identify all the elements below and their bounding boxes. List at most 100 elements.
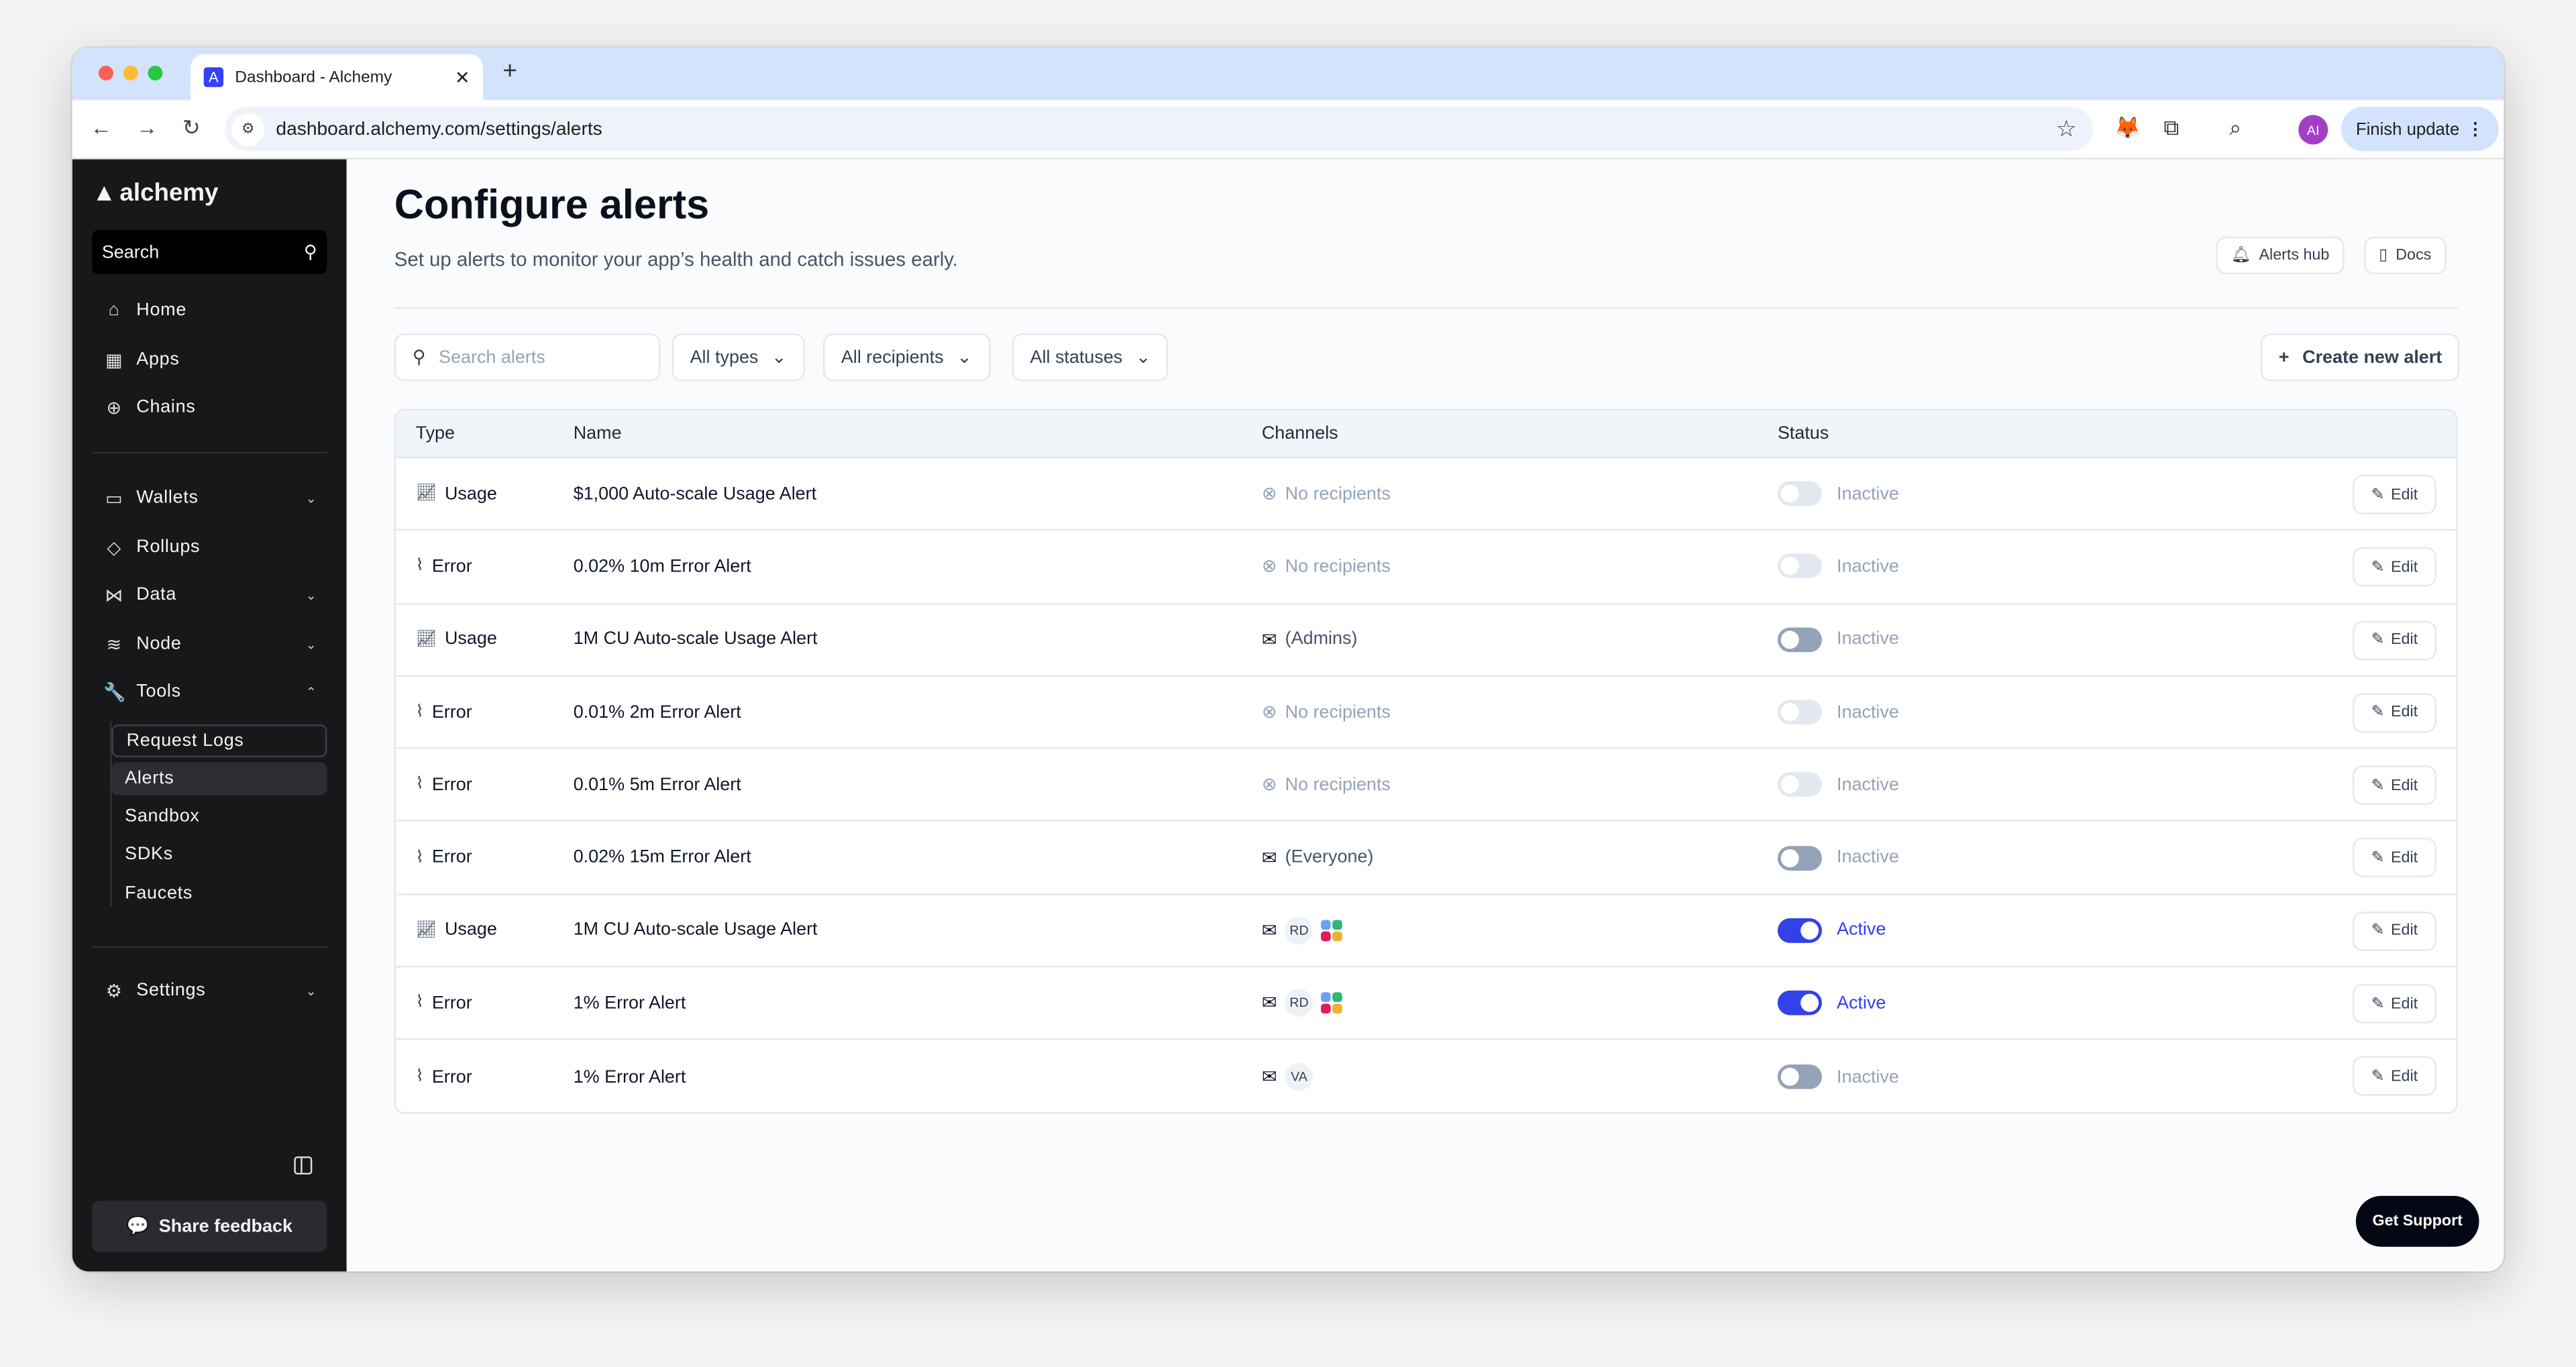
bookmark-star-icon[interactable]: ☆: [2055, 115, 2077, 142]
more-menu-icon[interactable]: ⋮: [2467, 119, 2484, 139]
sidebar-item-wallets[interactable]: ▭ Wallets ⌄: [103, 482, 317, 514]
share-feedback-button[interactable]: 💬 Share feedback: [92, 1201, 327, 1252]
status-text: Inactive: [1836, 847, 1899, 868]
maximize-window-button[interactable]: [148, 65, 163, 81]
sidebar-item-settings[interactable]: ⚙ Settings ⌄: [103, 974, 317, 1007]
sidebar-item-home[interactable]: ⌂ Home: [103, 294, 317, 327]
edit-button[interactable]: ✎ Edit: [2352, 1056, 2436, 1097]
close-tab-icon[interactable]: ✕: [454, 68, 470, 89]
no-recipients-icon: ⊗: [1261, 484, 1277, 505]
finish-update-button[interactable]: Finish update ⋮: [2341, 107, 2499, 152]
collapse-sidebar-icon[interactable]: [294, 1156, 313, 1175]
status-toggle[interactable]: [1777, 554, 1822, 580]
docs-button[interactable]: ▯ Docs: [2364, 236, 2447, 274]
alert-type: Usage: [444, 484, 497, 504]
status-toggle[interactable]: [1777, 700, 1822, 725]
close-window-button[interactable]: [98, 65, 113, 81]
recipients-filter-dropdown[interactable]: All recipients ⌄: [822, 333, 990, 382]
label: SDKs: [125, 844, 173, 865]
channels-cell: ✉ (Admins): [1262, 604, 1358, 675]
table-row: 📈︎ Usage $1,000 Auto-scale Usage Alert ⊗ N…: [396, 458, 2457, 531]
status-toggle[interactable]: [1777, 918, 1822, 943]
channel-text: No recipients: [1285, 484, 1391, 504]
activity-icon: ⌇: [415, 1067, 424, 1086]
edit-button[interactable]: ✎ Edit: [2352, 984, 2436, 1024]
profile-avatar[interactable]: AI: [2298, 115, 2328, 145]
status-toggle[interactable]: [1777, 991, 1822, 1016]
sidebar-item-rollups[interactable]: ◇ Rollups: [103, 531, 317, 563]
status-toggle[interactable]: [1777, 481, 1822, 506]
tab-search-icon[interactable]: ⌕: [2229, 115, 2242, 140]
channels-cell: ⊗ No recipients: [1262, 749, 1391, 820]
extensions-puzzle-icon[interactable]: ⧉: [2163, 115, 2180, 140]
layers-icon: ◇: [107, 538, 121, 558]
status-toggle[interactable]: [1777, 626, 1822, 652]
sidebar-item-node[interactable]: ≋ Node ⌄: [103, 628, 317, 661]
channel-text: (Everyone): [1285, 847, 1374, 868]
status-toggle[interactable]: [1777, 845, 1822, 871]
sidebar-sub-alerts[interactable]: Alerts: [111, 762, 327, 796]
brand-name: alchemy: [119, 178, 219, 207]
sidebar-sub-sandbox[interactable]: Sandbox: [112, 800, 327, 833]
alchemy-logo[interactable]: ▲ alchemy: [92, 179, 218, 207]
sidebar-sub-request-logs[interactable]: Request Logs: [111, 724, 327, 757]
site-settings-icon[interactable]: ⚙: [231, 112, 265, 146]
recipient-avatar: RD: [1285, 916, 1313, 944]
status-toggle[interactable]: [1777, 772, 1822, 798]
new-tab-button[interactable]: +: [502, 57, 517, 86]
sidebar-search[interactable]: Search ⚲: [92, 229, 327, 274]
sidebar-item-tools[interactable]: 🔧 Tools ⌃: [103, 675, 317, 708]
channels-cell: ⊗ No recipients: [1262, 531, 1391, 602]
edit-button[interactable]: ✎ Edit: [2352, 620, 2436, 660]
alerts-hub-button[interactable]: 🔔︎ Alerts hub: [2216, 236, 2345, 274]
sidebar-sub-sdks[interactable]: SDKs: [112, 838, 327, 871]
sidebar-item-chains[interactable]: ⊕ Chains: [103, 391, 317, 424]
label: Alerts hub: [2259, 246, 2330, 265]
sidebar-item-data[interactable]: ⋈ Data ⌄: [103, 578, 317, 611]
sidebar-sub-faucets[interactable]: Faucets: [112, 877, 327, 910]
get-support-button[interactable]: Get Support: [2355, 1195, 2479, 1247]
edit-button[interactable]: ✎ Edit: [2352, 547, 2436, 588]
label: Data: [136, 584, 177, 605]
table-row: ⌇ Error 0.02% 10m Error Alert ⊗ No recipie…: [396, 531, 2457, 604]
mail-icon: ✉: [1261, 921, 1277, 942]
edit-button[interactable]: ✎ Edit: [2352, 765, 2436, 806]
table-row: 📈︎ Usage 1M CU Auto-scale Usage Alert ✉ (A…: [396, 604, 2457, 677]
pencil-icon: ✎: [2371, 704, 2385, 722]
document-icon: ▯: [2379, 246, 2387, 265]
table-row: ⌇ Error 0.01% 5m Error Alert ⊗ No recipien…: [396, 749, 2457, 822]
slack-icon: [1321, 920, 1343, 942]
edit-button[interactable]: ✎ Edit: [2352, 911, 2436, 951]
label: All types: [690, 347, 759, 368]
alert-name: 0.01% 5m Error Alert: [573, 775, 741, 795]
reload-icon[interactable]: ↻: [182, 115, 201, 140]
submenu-line: [110, 721, 112, 907]
edit-button[interactable]: ✎ Edit: [2352, 693, 2436, 732]
create-new-alert-button[interactable]: + Create new alert: [2260, 333, 2461, 382]
channel-text: (Admins): [1285, 629, 1358, 649]
minimize-window-button[interactable]: [123, 65, 138, 81]
page-title: Configure alerts: [394, 182, 710, 229]
label: Apps: [136, 349, 180, 370]
divider: [92, 946, 327, 948]
back-icon[interactable]: ←: [90, 115, 112, 140]
status-filter-dropdown[interactable]: All statuses ⌄: [1012, 333, 1169, 382]
label: Get Support: [2372, 1212, 2463, 1231]
search-alerts-input[interactable]: ⚲ Search alerts: [394, 333, 661, 382]
alert-name: 0.01% 2m Error Alert: [573, 702, 741, 722]
forward-icon[interactable]: →: [136, 115, 158, 140]
alert-type: Error: [431, 775, 472, 795]
finish-update-label: Finish update: [2355, 119, 2460, 139]
label: Share feedback: [158, 1216, 292, 1236]
edit-button[interactable]: ✎ Edit: [2352, 474, 2436, 514]
label: Docs: [2396, 246, 2432, 265]
metamask-extension-icon[interactable]: 🦊: [2114, 115, 2141, 140]
browser-tab[interactable]: A Dashboard - Alchemy ✕: [191, 54, 484, 101]
edit-button[interactable]: ✎ Edit: [2352, 838, 2436, 878]
sidebar-item-apps[interactable]: ▦ Apps: [103, 343, 317, 376]
status-toggle[interactable]: [1777, 1064, 1822, 1089]
type-filter-dropdown[interactable]: All types ⌄: [672, 333, 805, 382]
address-bar[interactable]: ⚙ dashboard.alchemy.com/settings/alerts …: [225, 107, 2094, 152]
wallet-icon: ▭: [105, 488, 123, 508]
pencil-icon: ✎: [2371, 631, 2385, 649]
